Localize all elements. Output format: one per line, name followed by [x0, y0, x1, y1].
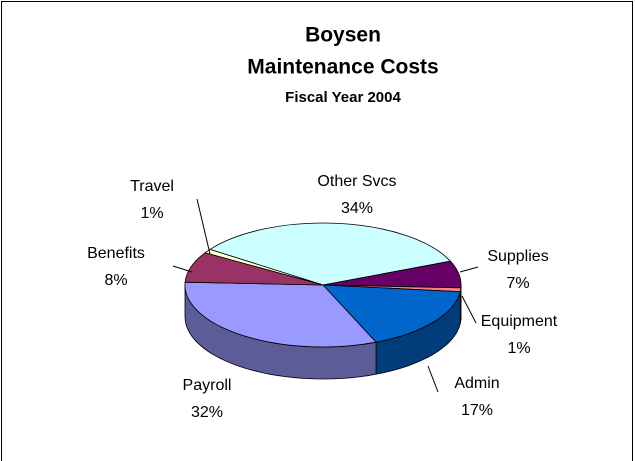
- chart-title: Boysen: [305, 24, 381, 47]
- leader-line: [172, 265, 193, 273]
- slice-value-label: 1%: [507, 340, 530, 357]
- slice-label: Payroll: [183, 377, 232, 394]
- leader-line: [196, 198, 211, 255]
- slice-label: Travel: [130, 178, 174, 195]
- slice-value-label: 7%: [506, 275, 529, 292]
- leader-line: [459, 266, 479, 273]
- leader-line: [461, 295, 477, 324]
- slice: [204, 248, 324, 286]
- slice-label: Benefits: [87, 245, 145, 262]
- slice: [184, 281, 377, 348]
- slice-label: Supplies: [487, 248, 548, 265]
- slice-label: Equipment: [481, 313, 558, 330]
- slice-label: Other Svcs: [317, 173, 396, 190]
- leader-line: [427, 365, 439, 393]
- chart-subtitle: Fiscal Year 2004: [285, 89, 401, 106]
- slice: [209, 222, 452, 286]
- slice-value-label: 17%: [461, 402, 493, 419]
- slice-value-label: 32%: [191, 404, 223, 421]
- slice-value-label: 8%: [104, 272, 127, 289]
- slice-value-label: 34%: [341, 200, 373, 217]
- slice-label: Admin: [454, 375, 499, 392]
- chart-title: Maintenance Costs: [247, 56, 438, 79]
- slice-value-label: 1%: [140, 205, 163, 222]
- slice: [322, 284, 461, 343]
